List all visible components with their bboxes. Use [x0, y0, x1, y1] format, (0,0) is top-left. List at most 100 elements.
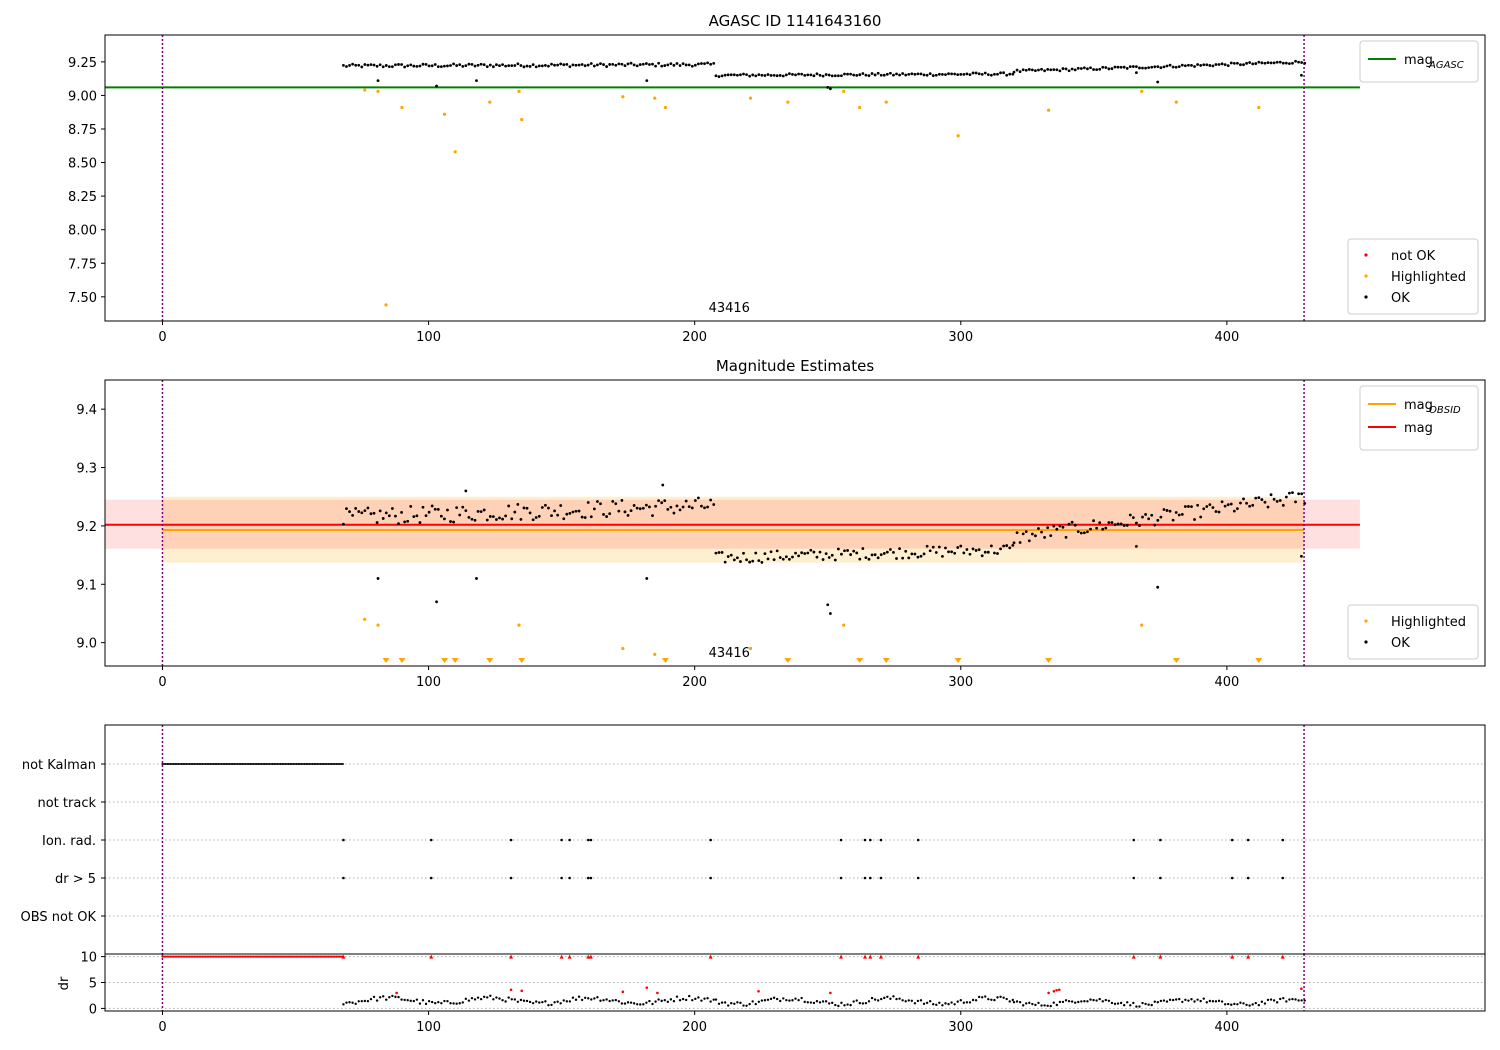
ok-point	[687, 505, 691, 509]
dr-point	[461, 1001, 464, 1004]
dr-high-point	[645, 986, 649, 989]
ok-point	[1248, 61, 1252, 64]
ok-point	[543, 64, 547, 67]
dr-point	[855, 999, 858, 1002]
dr-point	[709, 1000, 712, 1003]
ok-point	[397, 63, 400, 66]
dr-point	[418, 1002, 422, 1005]
ok-point	[836, 74, 840, 78]
dr-point	[700, 999, 703, 1002]
dr-point	[443, 999, 446, 1003]
dr-point	[763, 999, 767, 1002]
ok-point	[760, 561, 764, 564]
ok-point	[709, 62, 713, 66]
ok-point	[1190, 63, 1193, 67]
ok-point	[1272, 61, 1276, 65]
dr-point	[703, 997, 706, 1000]
legend-label: Highlighted	[1391, 615, 1466, 630]
dr-point	[1015, 1000, 1019, 1003]
dr-point	[977, 995, 981, 999]
ok-point	[678, 64, 682, 67]
ok-point	[556, 63, 560, 67]
ok-point	[931, 74, 935, 77]
ok-point	[1159, 515, 1163, 519]
ion-rad-point	[1159, 838, 1162, 842]
ok-point	[913, 72, 917, 76]
dr-point	[1184, 998, 1187, 1002]
ok-point	[1055, 527, 1059, 531]
dr-clipped-point	[277, 955, 281, 958]
dr-point	[409, 999, 412, 1003]
dr-point	[932, 1003, 935, 1006]
dr-point	[1217, 999, 1221, 1003]
ok-point	[522, 65, 526, 69]
dr-point	[806, 1001, 809, 1004]
y-tick-label: 9.4	[76, 403, 97, 418]
ok-point	[1217, 63, 1221, 66]
ok-point	[1046, 68, 1050, 71]
x-tick-label: 300	[948, 330, 973, 345]
not-kalman-point	[195, 763, 198, 765]
highlighted-point	[1046, 108, 1051, 112]
dr-point	[556, 1000, 559, 1003]
dr-clipped-point	[319, 955, 322, 958]
dr-point	[987, 997, 990, 1001]
ok-point	[1125, 67, 1129, 70]
ok-point	[1214, 63, 1218, 66]
dr-clipped-point	[202, 955, 206, 958]
highlighted-point	[748, 96, 753, 100]
ok-point	[1251, 503, 1255, 507]
x-tick-label: 0	[158, 1020, 166, 1035]
ok-point	[745, 73, 748, 77]
not-kalman-point	[301, 763, 304, 765]
ok-point	[596, 63, 599, 67]
dr-point	[590, 998, 593, 1001]
dr-point	[421, 999, 425, 1002]
ok-point	[870, 553, 874, 557]
ok-point	[360, 511, 364, 515]
ok-point	[1291, 491, 1294, 495]
dr-point	[495, 996, 498, 999]
dr-point	[1214, 1000, 1218, 1003]
dr-point	[651, 1002, 654, 1006]
highlighted-point	[376, 89, 380, 93]
dr-clipped-point	[188, 955, 191, 958]
ok-point	[907, 556, 911, 560]
dr-point	[1211, 1000, 1215, 1003]
ok-point	[424, 514, 428, 518]
ok-point	[1260, 61, 1264, 65]
dr-point	[1181, 1000, 1184, 1004]
not-kalman-point	[260, 763, 263, 765]
highlighted-point	[786, 100, 790, 104]
ok-point	[626, 62, 630, 66]
ok-point	[784, 555, 788, 559]
dr-point	[962, 1001, 966, 1004]
dr-point	[1011, 998, 1015, 1002]
ok-point	[1193, 65, 1196, 68]
ok-point	[1294, 59, 1297, 63]
ok-point	[751, 73, 755, 77]
ok-point	[1269, 61, 1273, 65]
ok-point	[1171, 518, 1175, 522]
dr-point	[907, 999, 910, 1002]
ok-point	[944, 546, 947, 550]
ok-point	[547, 64, 550, 68]
not-kalman-point	[166, 763, 169, 765]
dr-point	[501, 998, 504, 1002]
not-kalman-point	[274, 763, 277, 765]
ok-point	[910, 552, 914, 556]
dr-point	[818, 1001, 822, 1004]
dr-clipped-point	[276, 955, 279, 958]
ok-point	[1101, 527, 1105, 531]
ok-point	[1011, 543, 1015, 547]
ok-point	[1294, 500, 1297, 504]
ok-point	[953, 551, 957, 555]
ok-point	[1135, 65, 1138, 69]
dr-point	[1005, 997, 1008, 1001]
dr-clipped-point	[305, 955, 308, 958]
highlighted-point	[453, 150, 457, 154]
ok-point	[651, 514, 654, 518]
not-kalman-point	[286, 763, 289, 765]
dr-point	[1008, 1000, 1011, 1003]
dr-point	[1080, 1000, 1083, 1003]
